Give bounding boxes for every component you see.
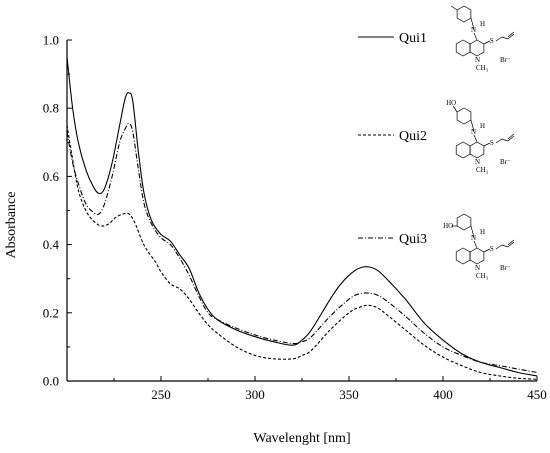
amine-h-label: H (480, 122, 485, 130)
phenyl-ring (456, 5, 472, 23)
hydroxyl-bond (452, 105, 458, 113)
n-ring-bond (473, 134, 478, 143)
series-layer (66, 56, 538, 380)
sulfur-label: S (490, 139, 494, 147)
amine-h-label: H (480, 228, 485, 236)
allyl-double-bond (507, 133, 515, 140)
benzo-ring (455, 141, 471, 159)
bromide-label: Br⁻ (500, 158, 511, 166)
allyl-bond (495, 244, 503, 250)
allyl-bond (501, 138, 509, 142)
amine-n-label: N (471, 234, 476, 242)
ring-n-label: N (475, 56, 480, 64)
bromide-label: Br⁻ (500, 56, 511, 64)
phenyl-ring (456, 107, 472, 125)
benzo-ring (455, 39, 471, 57)
x-tick-label: 300 (245, 387, 265, 402)
sulfur-label: S (490, 37, 494, 45)
x-tick-label: 350 (339, 387, 359, 402)
s-bond (483, 248, 491, 253)
hydroxyl-label: HO (443, 222, 453, 230)
allyl-bond (495, 36, 503, 42)
s-bond (483, 142, 491, 147)
legend-label-qui2: Qui2 (399, 129, 427, 144)
x-tick-label: 250 (151, 387, 171, 402)
legend-item-qui3: Qui3 (358, 232, 427, 247)
legend-item-qui1: Qui1 (358, 31, 427, 46)
ring-n-label: N (475, 158, 480, 166)
methyl-label: CH₃ (476, 166, 489, 174)
axes (66, 40, 537, 382)
s-bond (483, 40, 491, 45)
sulfur-label: S (490, 245, 494, 253)
series-line-qui1 (66, 56, 538, 377)
y-tick-label: 1.0 (43, 33, 59, 48)
benzo-ring (455, 247, 471, 265)
nh-bond (470, 225, 475, 238)
methyl-bond (450, 5, 458, 11)
nh-bond (470, 119, 475, 132)
series-line-qui3 (66, 122, 538, 374)
x-axis-title: Wavelenght [nm] (253, 431, 350, 446)
allyl-bond (507, 33, 515, 40)
y-tick-label: 0.0 (43, 374, 59, 389)
legend-item-qui2: Qui2 (358, 129, 427, 144)
pyridine-ring (469, 39, 485, 57)
methyl-label: CH₃ (476, 64, 489, 72)
n-ring-bond (473, 240, 478, 249)
pyridine-ring (469, 141, 485, 159)
amine-n-label: N (471, 26, 476, 34)
y-tick-label: 0.8 (43, 101, 59, 116)
nh-bond (470, 17, 475, 30)
pyridine-ring (469, 247, 485, 265)
y-tick-label: 0.4 (43, 237, 60, 252)
y-axis-title: Absorbance (4, 192, 19, 259)
x-tick-label: 450 (527, 387, 547, 402)
methyl-label: CH₃ (476, 272, 489, 280)
legend: Qui1 Qui2 Qui3 (358, 31, 427, 247)
legend-label-qui3: Qui3 (399, 232, 427, 247)
y-ticks: 0.0 0.2 0.4 0.6 0.8 1.0 (43, 33, 72, 389)
legend-label-qui1: Qui1 (399, 31, 427, 46)
series-line-qui2 (66, 125, 538, 380)
y-tick-label: 0.6 (43, 169, 60, 184)
hydroxyl-label: HO (446, 99, 456, 107)
allyl-bond (507, 241, 515, 248)
phenyl-ring (456, 213, 472, 231)
n-ring-bond (473, 32, 478, 41)
x-ticks: 250 300 350 400 450 (113, 376, 547, 402)
bromide-label: Br⁻ (500, 264, 511, 272)
allyl-bond (507, 135, 515, 142)
x-tick-label: 400 (433, 387, 453, 402)
y-tick-label: 0.2 (43, 305, 59, 320)
allyl-bond (501, 36, 509, 40)
amine-h-label: H (480, 20, 485, 28)
allyl-bond (501, 244, 509, 248)
allyl-double-bond (507, 239, 515, 246)
allyl-double-bond (507, 31, 515, 38)
amine-n-label: N (471, 128, 476, 136)
ring-n-label: N (475, 264, 480, 272)
allyl-bond (495, 138, 503, 144)
